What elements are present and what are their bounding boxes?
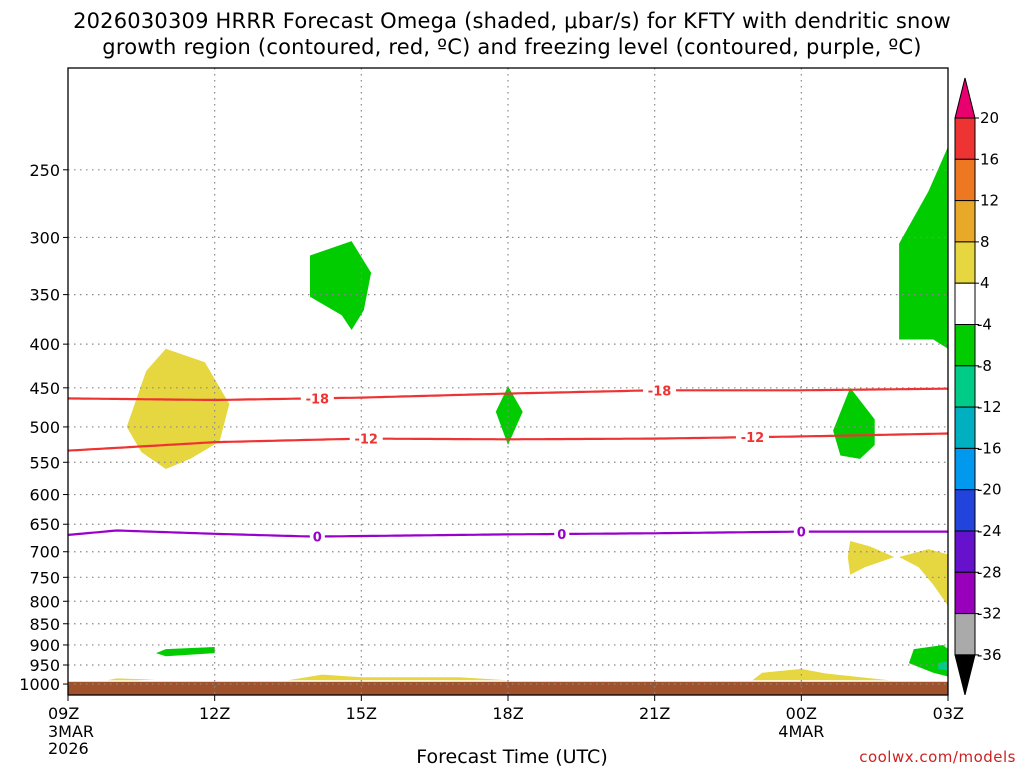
y-tick-label: 250: [29, 161, 60, 180]
y-axis: 250 300 350 400 450 500 550 600 650 700 750 800 850 9…: [19, 161, 68, 694]
source-credit: coolwx.com/models: [859, 748, 1016, 766]
chart-title-line-1: 2026030309 HRRR Forecast Omega (shaded, …: [73, 9, 951, 33]
colorbar-swatch-2: [954, 200, 976, 243]
colorbar-label: -24: [977, 522, 1002, 540]
y-tick-label: 350: [29, 286, 60, 305]
colorbar-label: 20: [980, 109, 999, 127]
y-tick-label: 700: [29, 543, 60, 562]
contour-line-1: [67, 432, 949, 452]
colorbar-label: -28: [977, 563, 1002, 581]
colorbar-label: 4: [980, 274, 990, 292]
plot-frame: [67, 67, 949, 696]
colorbar-label: -4: [977, 316, 992, 334]
contour-label: 0: [557, 528, 566, 543]
contour-label: -12: [354, 433, 378, 448]
colorbar-label: -16: [977, 439, 1002, 457]
colorbar-swatch-6: [954, 365, 976, 408]
omega-region-3: [833, 387, 875, 459]
contour-label-bg: [643, 382, 677, 399]
omega-region-4: [899, 146, 948, 349]
omega-region-0: [126, 348, 230, 469]
y-tick-label: 750: [29, 568, 60, 587]
y-tick-label: 900: [29, 636, 60, 655]
colorbar-label: 8: [980, 233, 990, 251]
grid-layer: [68, 68, 948, 695]
y-tick-label: 850: [29, 615, 60, 634]
omega-shading-layer: [68, 146, 948, 695]
contour-label: -18: [306, 392, 330, 407]
colorbar-label: -12: [977, 398, 1002, 416]
contour-label: -18: [648, 384, 672, 399]
x-tick-label: 21Z: [639, 704, 670, 723]
x-axis-label: Forecast Time (UTC): [416, 746, 608, 768]
colorbar-label: -20: [977, 481, 1002, 499]
omega-region-8: [847, 541, 895, 575]
y-tick-label: 650: [29, 515, 60, 534]
omega-region-7: [938, 661, 948, 671]
colorbar-label: -8: [977, 357, 992, 375]
colorbar-swatch-8: [954, 447, 976, 491]
omega-region-11: [288, 674, 508, 681]
x-tick-sublabel: 2026: [48, 739, 89, 758]
chart-title-line-2: growth region (contoured, red, ºC) and f…: [102, 35, 922, 59]
contour-label-bg: [554, 525, 570, 542]
x-tick-label: 09Z: [48, 704, 79, 723]
omega-region-5: [156, 647, 215, 657]
colorbar-label: 16: [980, 150, 999, 168]
omega-region-2: [495, 386, 523, 445]
contour-label: 0: [313, 531, 322, 546]
x-tick-sublabel: 3MAR: [48, 722, 94, 741]
colorbar-label: -32: [977, 605, 1002, 623]
x-tick-sublabel: 4MAR: [778, 722, 824, 741]
colorbar-top-arrow: [954, 77, 976, 119]
y-tick-label: 500: [29, 418, 60, 437]
omega-region-10: [752, 668, 890, 681]
contour-label-bg: [300, 390, 334, 407]
colorbar-swatch-3: [954, 241, 976, 284]
colorbar-swatch-0: [954, 117, 976, 160]
contour-label: 0: [797, 526, 806, 541]
y-tick-label: 800: [29, 592, 60, 611]
y-tick-label: 300: [29, 228, 60, 247]
x-tick-label: 03Z: [933, 704, 964, 723]
colorbar-label: 12: [980, 192, 999, 210]
y-tick-label: 550: [29, 453, 60, 472]
colorbar-swatch-9: [954, 489, 976, 532]
y-tick-label: 1000: [19, 675, 60, 694]
omega-region-6: [908, 645, 948, 677]
x-tick-label: 18Z: [492, 704, 523, 723]
omega-region-9: [899, 549, 948, 606]
x-tick-label: 00Z: [786, 704, 817, 723]
colorbar-swatch-7: [954, 406, 976, 449]
omega-region-1: [310, 241, 372, 330]
y-tick-label: 950: [29, 656, 60, 675]
y-tick-label: 400: [29, 335, 60, 354]
omega-region-12: [107, 678, 156, 681]
contour-label-bg: [793, 523, 809, 540]
x-tick-label: 12Z: [199, 704, 230, 723]
colorbar-label: -36: [977, 646, 1002, 664]
colorbar-bottom-arrow: [954, 654, 976, 696]
x-tick-label: 15Z: [346, 704, 377, 723]
y-tick-label: 450: [29, 379, 60, 398]
colorbar-swatch-5: [954, 324, 976, 367]
plot-border: [67, 67, 949, 696]
contour-label-bg: [735, 429, 769, 446]
colorbar-swatch-10: [954, 530, 976, 573]
contour-layer: -18 -18 -12 -12 0 0 0: [67, 382, 949, 546]
colorbar-swatch-11: [954, 571, 976, 615]
ground-fill: [68, 681, 948, 695]
contour-line-0: [67, 387, 948, 402]
contour-label: -12: [741, 431, 765, 446]
colorbar: 20 16 12 8 4 -4 -8 -12 -16 -20 -24 -28 -32 -36: [954, 77, 1002, 696]
chart-title: 2026030309 HRRR Forecast Omega (shaded, …: [0, 8, 1024, 60]
y-tick-label: 600: [29, 486, 60, 505]
colorbar-swatch-4: [954, 282, 976, 326]
contour-label-bg: [309, 528, 325, 545]
contour-label-bg: [349, 430, 383, 447]
colorbar-swatch-1: [954, 158, 976, 202]
colorbar-swatch-12: [954, 613, 976, 656]
